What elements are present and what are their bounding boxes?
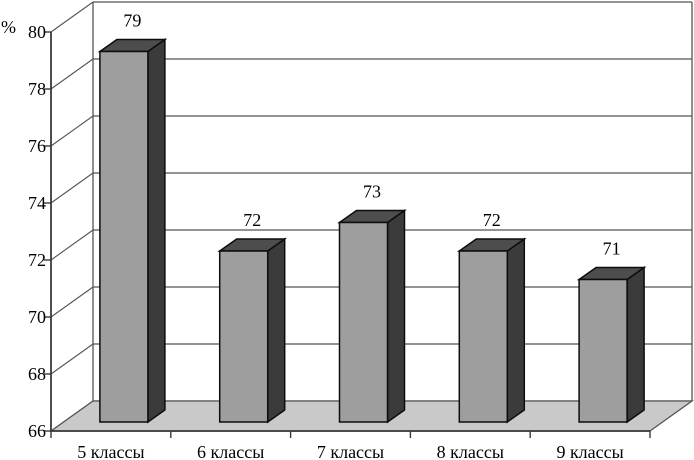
bar-side-face	[506, 237, 526, 424]
bar-front-face	[218, 250, 269, 423]
bar-value-label: 72	[243, 210, 261, 230]
tick-depth-connector	[50, 58, 94, 90]
tick-depth-connector	[50, 172, 94, 204]
bar-front-face	[578, 278, 628, 423]
bar-front-face	[99, 50, 149, 423]
bar-value-label: 72	[483, 210, 501, 230]
y-axis-tick-label: 74	[28, 193, 46, 213]
bar-value-label: 79	[123, 11, 141, 31]
y-axis-unit-label: %	[1, 17, 16, 37]
y-axis-tick-label: 78	[28, 79, 46, 99]
bar-1	[97, 38, 168, 424]
y-axis-tick-label: 68	[28, 364, 46, 384]
tick-depth-connector	[50, 229, 94, 261]
bar-side-face	[147, 38, 166, 424]
x-axis-category-label: 8 классы	[437, 442, 504, 460]
y-axis-tick-label: 66	[28, 421, 46, 441]
x-axis-category-label: 5 классы	[77, 442, 144, 460]
bar-front-face	[338, 221, 389, 423]
bar-value-label: 73	[363, 182, 381, 202]
y-axis-tick-label: 76	[28, 136, 46, 156]
y-axis-tick-label: 80	[28, 22, 46, 42]
bar-front-face	[458, 250, 509, 423]
y-axis-tick-label: 72	[28, 250, 46, 270]
x-axis-category-label: 6 классы	[197, 442, 264, 460]
bar-side-face	[266, 237, 286, 424]
bar-3	[337, 209, 407, 424]
bar-side-face	[386, 209, 406, 424]
bar-value-label: 71	[603, 239, 621, 259]
bar-5	[576, 266, 647, 424]
x-axis-category-label: 7 классы	[317, 442, 384, 460]
y-axis-tick-label: 70	[28, 307, 46, 327]
tick-depth-connector	[50, 115, 94, 147]
x-axis-category-label: 9 классы	[556, 442, 623, 460]
bar-side-face	[626, 266, 645, 424]
bar-4	[456, 237, 527, 424]
tick-depth-connector	[50, 343, 94, 375]
tick-depth-connector	[50, 1, 94, 33]
bar-2	[217, 237, 288, 424]
tick-depth-connector	[50, 286, 94, 318]
